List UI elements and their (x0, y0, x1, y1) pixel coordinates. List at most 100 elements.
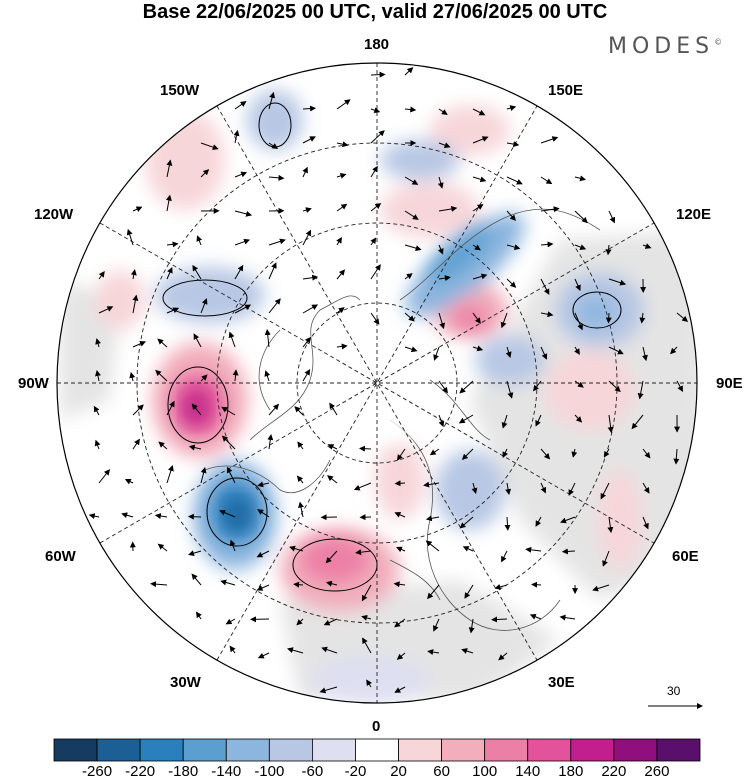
colorbar-tick-label: -60 (301, 763, 324, 780)
wind-vector (472, 345, 484, 352)
wind-vector (287, 647, 304, 654)
wind-vector (95, 369, 101, 382)
wind-vector (132, 404, 144, 416)
wind-vector (232, 369, 239, 382)
lon-label-150e: 150E (548, 82, 584, 99)
wind-vector (361, 614, 372, 621)
wind-vector (132, 438, 140, 450)
wind-vector (289, 545, 304, 552)
wind-vector (294, 406, 304, 416)
wind-vector (535, 516, 542, 527)
lon-label-180: 180 (364, 36, 390, 53)
wind-vector (498, 652, 508, 661)
wind-vector (264, 329, 271, 348)
wind-vector (221, 406, 236, 416)
colorbar-tick-label: 20 (390, 763, 407, 780)
wind-vector (268, 174, 285, 181)
colorbar-tick-label: -260 (82, 763, 113, 780)
wind-vector (468, 618, 475, 634)
wind-vector (592, 584, 610, 592)
wind-vector (234, 210, 253, 217)
wind-vector (257, 481, 270, 488)
wind-vector (438, 380, 448, 394)
wind-vector (394, 512, 406, 518)
wind-vector (501, 550, 508, 563)
colorbar-cell (441, 738, 486, 762)
wind-vector (607, 414, 614, 434)
wind-vector (370, 237, 377, 246)
wind-vector (336, 203, 348, 212)
wind-vector (427, 649, 440, 656)
wind-vector (529, 613, 542, 620)
colorbar-tick-label: -20 (344, 763, 367, 780)
wind-vector (438, 205, 458, 212)
wind-vector (559, 614, 576, 621)
wind-vector (200, 169, 210, 178)
wind-vector (221, 435, 236, 450)
colorbar-cell (656, 738, 701, 762)
wind-vector (500, 312, 508, 329)
wind-vector (631, 414, 644, 430)
wind-vector (472, 108, 486, 116)
wind-vector (676, 312, 689, 322)
wind-vector (366, 679, 372, 688)
colorbar-cell (613, 738, 658, 762)
wind-vector (540, 278, 550, 296)
colorbar-tick-label: -180 (168, 763, 199, 780)
wind-vector (502, 448, 508, 458)
wind-vector (425, 540, 440, 552)
wind-vector (404, 176, 419, 185)
wind-vector (234, 304, 252, 314)
wind-vector (670, 346, 678, 355)
wind-vector (132, 340, 146, 348)
wind-vector (155, 369, 168, 382)
wind-vector (531, 581, 542, 588)
wind-vector (268, 238, 286, 246)
wind-vector (574, 380, 584, 388)
wind-vector (642, 482, 650, 494)
wind-vector (302, 369, 311, 382)
wind-vector (370, 203, 382, 212)
wind-vector (540, 206, 560, 213)
wind-vector (437, 244, 444, 255)
wind-vector (157, 543, 168, 552)
map-title: Base 22/06/2025 00 UTC, valid 27/06/2025… (142, 1, 608, 23)
wind-vector (327, 475, 338, 484)
colorbar-cell (355, 738, 399, 762)
colorbar-cell (182, 738, 227, 762)
wind-vector (302, 229, 312, 246)
wind-vector (472, 273, 488, 280)
wind-vector (166, 241, 179, 248)
wind-vector (472, 244, 481, 251)
wind-vector (540, 241, 554, 248)
wind-vector (574, 278, 581, 292)
wind-vector (370, 312, 380, 325)
wind-vector (571, 448, 578, 458)
wind-vector (188, 550, 202, 557)
colorbar-tick-label: 140 (515, 763, 541, 780)
wind-vector (394, 686, 406, 693)
wind-vector (229, 645, 236, 654)
wind-vector (393, 581, 406, 588)
wind-vector (506, 210, 516, 221)
coastlines (204, 208, 601, 631)
wind-vector (268, 262, 277, 280)
wind-vector (540, 482, 547, 494)
wind-vector (157, 338, 168, 348)
lon-label-60e: 60E (672, 548, 699, 565)
wind-vector (540, 136, 559, 144)
wind-vector (268, 91, 276, 110)
wind-vector (472, 176, 487, 183)
reference-vector-label: 30 (667, 684, 681, 698)
wind-vector (229, 539, 236, 552)
wind-vector (336, 99, 351, 110)
wind-vector (154, 513, 168, 520)
colorbar-cell (96, 738, 141, 762)
wind-vector (336, 172, 347, 179)
wind-vector (302, 336, 312, 348)
wind-vector (297, 441, 304, 450)
colorbar-tick-label: 220 (601, 763, 627, 780)
wind-vector (200, 374, 208, 382)
wind-vector (396, 546, 406, 553)
